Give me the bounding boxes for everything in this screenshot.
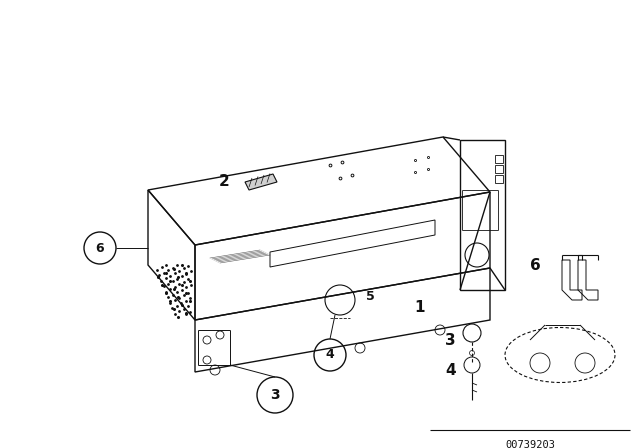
Text: 3: 3 xyxy=(270,388,280,402)
Text: 6: 6 xyxy=(530,258,541,273)
Text: 3: 3 xyxy=(445,333,456,348)
Text: 2: 2 xyxy=(220,175,230,190)
Text: 5: 5 xyxy=(365,289,374,302)
Polygon shape xyxy=(245,174,277,190)
Text: 6: 6 xyxy=(96,241,104,254)
Text: 00739203: 00739203 xyxy=(505,440,555,448)
Text: 4: 4 xyxy=(326,349,334,362)
Text: 1: 1 xyxy=(415,301,425,315)
Text: 4: 4 xyxy=(445,363,456,378)
